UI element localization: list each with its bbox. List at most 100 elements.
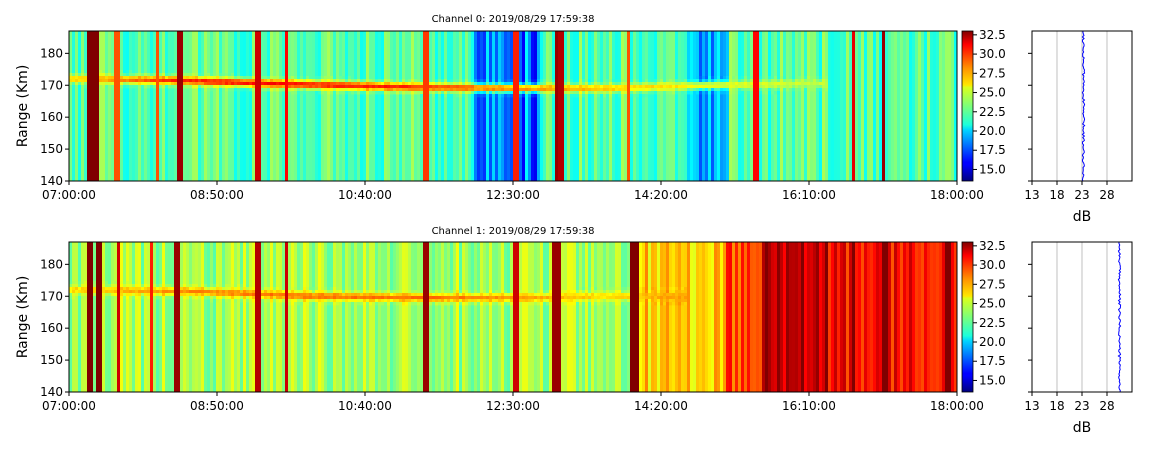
heatmap-column <box>258 31 262 181</box>
echo-band-cell <box>468 299 472 303</box>
echo-band-cell <box>657 287 661 291</box>
echo-band-cell <box>720 88 724 92</box>
echo-band-cell <box>264 293 268 297</box>
echo-band-cell <box>138 284 142 288</box>
echo-band-cell <box>666 85 670 89</box>
echo-band-cell <box>165 73 169 77</box>
echo-band-cell <box>489 293 493 297</box>
echo-band-cell <box>78 76 82 80</box>
echo-band-cell <box>186 287 190 291</box>
echo-band-cell <box>597 85 601 89</box>
echo-band-cell <box>501 94 505 98</box>
echo-band-cell <box>594 91 598 95</box>
echo-band-cell <box>690 85 694 89</box>
echo-band-cell <box>822 79 826 83</box>
echo-band-cell <box>747 79 751 83</box>
echo-band-cell <box>597 79 601 83</box>
echo-band-cell <box>414 293 418 297</box>
echo-band-cell <box>402 290 406 294</box>
echo-band-cell <box>639 79 643 83</box>
echo-band-cell <box>324 293 328 297</box>
heatmap-column <box>816 242 820 392</box>
echo-band-cell <box>237 290 241 294</box>
echo-band-cell <box>651 85 655 89</box>
echo-band-cell <box>309 290 313 294</box>
echo-band-cell <box>621 82 625 86</box>
echo-band-cell <box>642 296 646 300</box>
echo-band-cell <box>444 82 448 86</box>
echo-band-cell <box>633 82 637 86</box>
echo-band-cell <box>432 88 436 92</box>
echo-band-cell <box>777 79 781 83</box>
echo-band-cell <box>162 79 166 83</box>
echo-band-cell <box>81 82 85 86</box>
echo-band-cell <box>651 293 655 297</box>
echo-band-cell <box>585 287 589 291</box>
echo-band-cell <box>609 79 613 83</box>
echo-band-cell <box>222 296 226 300</box>
echo-band-cell <box>483 88 487 92</box>
heatmap-column <box>90 31 94 181</box>
echo-band-cell <box>624 91 628 95</box>
echo-band-cell <box>237 88 241 92</box>
echo-band-cell <box>705 88 709 92</box>
echo-band-cell <box>474 296 478 300</box>
echo-band-cell <box>360 91 364 95</box>
echo-band-cell <box>648 290 652 294</box>
echo-band-cell <box>609 85 613 89</box>
heatmap-column <box>615 242 619 392</box>
y-tick-label: 170 <box>40 289 63 303</box>
echo-band-cell <box>369 302 373 306</box>
echo-band-cell <box>465 293 469 297</box>
echo-band-cell <box>519 94 523 98</box>
echo-band-cell <box>783 85 787 89</box>
echo-band-cell <box>504 94 508 98</box>
echo-band-cell <box>519 302 523 306</box>
echo-band-cell <box>327 91 331 95</box>
echo-band-cell <box>522 296 526 300</box>
echo-band-cell <box>540 290 544 294</box>
echo-band-cell <box>489 88 493 92</box>
echo-band-cell <box>420 299 424 303</box>
echo-band-cell <box>606 94 610 98</box>
echo-band-cell <box>456 79 460 83</box>
echo-band-cell <box>390 293 394 297</box>
echo-band-cell <box>270 76 274 80</box>
echo-band-cell <box>189 76 193 80</box>
echo-band-cell <box>342 79 346 83</box>
heatmap-column <box>429 31 433 181</box>
echo-band-cell <box>471 293 475 297</box>
echo-band-cell <box>306 290 310 294</box>
echo-band-cell <box>585 296 589 300</box>
heatmap-column <box>468 31 472 181</box>
echo-band-cell <box>78 284 82 288</box>
echo-band-cell <box>669 82 673 86</box>
heatmap-column <box>708 31 712 181</box>
echo-band-cell <box>480 85 484 89</box>
heatmap-column <box>570 31 574 181</box>
echo-band-cell <box>450 302 454 306</box>
heatmap-column <box>123 31 127 181</box>
echo-band-cell <box>93 296 97 300</box>
echo-band-cell <box>729 79 733 83</box>
echo-band-cell <box>489 91 493 95</box>
echo-band-cell <box>459 299 463 303</box>
echo-band-cell <box>540 293 544 297</box>
echo-band-cell <box>681 82 685 86</box>
echo-band-cell <box>441 88 445 92</box>
echo-band-cell <box>327 299 331 303</box>
echo-band-cell <box>378 91 382 95</box>
echo-band-cell <box>636 85 640 89</box>
heatmap-column <box>546 31 550 181</box>
heatmap-column <box>300 242 304 392</box>
echo-band-cell <box>393 91 397 95</box>
echo-band-cell <box>531 302 535 306</box>
echo-band-cell <box>681 287 685 291</box>
echo-band-cell <box>492 94 496 98</box>
echo-band-cell <box>303 302 307 306</box>
echo-band-cell <box>525 88 529 92</box>
echo-band-cell <box>684 293 688 297</box>
echo-band-cell <box>198 296 202 300</box>
echo-band-cell <box>741 91 745 95</box>
echo-band-cell <box>588 91 592 95</box>
